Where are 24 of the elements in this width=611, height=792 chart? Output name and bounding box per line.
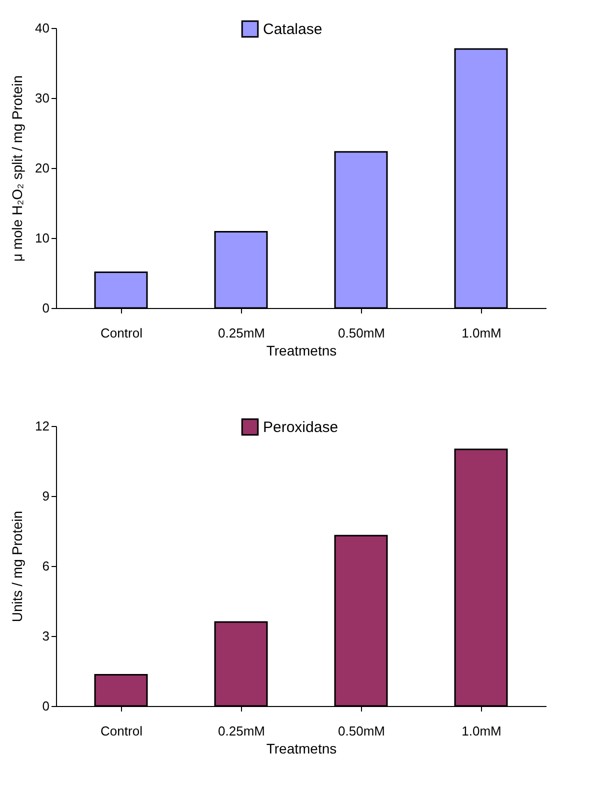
x-tick-label: 1.0mM	[462, 724, 502, 738]
x-tick-label: Control	[100, 326, 143, 340]
legend-label: Peroxidase	[263, 419, 338, 436]
x-tick-label: 0.25mM	[218, 724, 265, 738]
y-tick-label: 10	[35, 230, 50, 246]
y-tick-label: 3	[42, 628, 50, 644]
y-tick-label: 9	[42, 488, 50, 504]
y-tick-label: 0	[42, 698, 50, 714]
y-tick-label: 0	[42, 300, 50, 316]
y-tick-label: 12	[35, 418, 50, 434]
x-axis-title: Treatmetns	[266, 740, 337, 756]
y-tick-label: 40	[35, 20, 50, 36]
x-tick-label: Control	[100, 724, 143, 738]
y-tick-label: 30	[35, 90, 50, 106]
x-tick-label: 0.50mM	[338, 326, 385, 340]
y-tick-label: 6	[42, 558, 50, 574]
y-tick-label: 20	[35, 160, 50, 176]
x-axis-title: Treatmetns	[266, 342, 337, 358]
x-tick-label: 1.0mM	[462, 326, 502, 340]
x-tick-label: 0.50mM	[338, 724, 385, 738]
y-axis-title: μ mole H₂O₂ split / mg Protein	[9, 75, 26, 262]
y-axis-title: Units / mg Protein	[9, 510, 26, 622]
x-tick-label: 0.25mM	[218, 326, 265, 340]
legend-label: Catalase	[263, 21, 322, 38]
